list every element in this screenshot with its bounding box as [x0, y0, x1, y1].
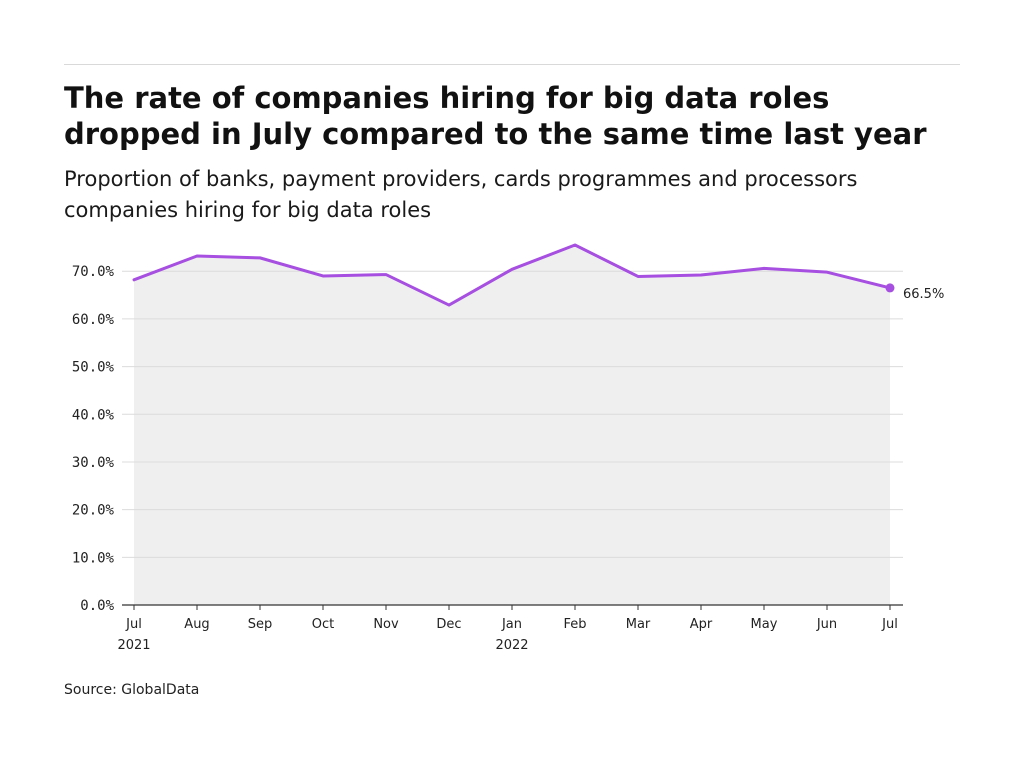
chart-subtitle: Proportion of banks, payment providers, … — [64, 167, 858, 222]
y-tick-label: 20.0% — [72, 503, 115, 519]
source-note: Source: GlobalData — [64, 682, 200, 698]
x-tick-label: Jul — [125, 617, 142, 632]
x-tick-label: 2021 — [117, 638, 150, 653]
x-tick-label: Oct — [312, 617, 334, 632]
chart-title: The rate of companies hiring for big dat… — [64, 81, 927, 151]
x-tick-label: Mar — [626, 617, 651, 632]
x-tick-label: Jun — [816, 617, 837, 632]
x-tick-label: Nov — [373, 617, 399, 632]
x-tick-label: Sep — [248, 617, 273, 632]
y-tick-label: 40.0% — [72, 407, 115, 423]
x-tick-label: Dec — [436, 617, 461, 632]
area-fill — [134, 245, 890, 605]
end-point — [885, 283, 895, 293]
x-tick-label: 2022 — [495, 638, 528, 653]
x-tick-label: Aug — [184, 617, 209, 632]
x-tick-label: Jan — [501, 617, 522, 632]
x-tick-label: Apr — [690, 617, 713, 632]
series-line — [132, 243, 892, 307]
y-tick-label: 70.0% — [72, 264, 115, 280]
y-tick-label: 50.0% — [72, 360, 115, 376]
end-value-label: 66.5% — [903, 287, 944, 302]
y-tick-label: 0.0% — [80, 598, 114, 614]
y-tick-label: 10.0% — [72, 550, 115, 566]
y-tick-label: 60.0% — [72, 312, 115, 328]
y-tick-label: 30.0% — [72, 455, 115, 471]
x-tick-label: Jul — [881, 617, 898, 632]
x-tick-label: May — [751, 617, 778, 632]
x-tick-label: Feb — [563, 617, 586, 632]
top-divider — [64, 64, 960, 65]
